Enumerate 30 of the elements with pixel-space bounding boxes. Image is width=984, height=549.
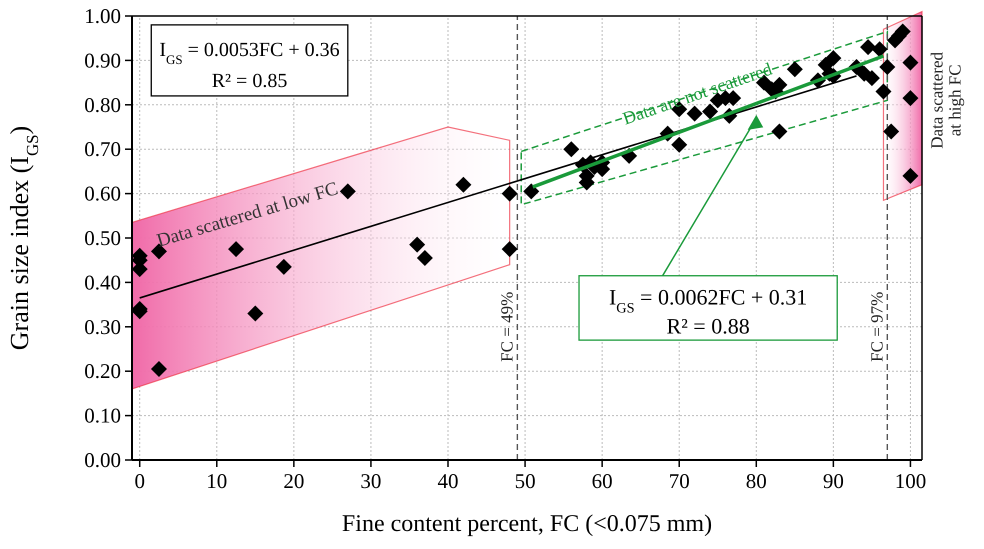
x-tick-label: 100 bbox=[894, 469, 926, 493]
y-tick-label: 1.00 bbox=[84, 4, 121, 28]
y-tick-label: 0.60 bbox=[84, 182, 121, 206]
annotation: Data scattered at low FC bbox=[154, 178, 341, 252]
text: Data scattered bbox=[927, 51, 946, 149]
x-tick-label: 70 bbox=[668, 469, 690, 493]
y-tick-label: 0.30 bbox=[84, 314, 121, 339]
x-axis-title: Fine content percent, FC (<0.075 mm) bbox=[342, 511, 712, 537]
x-tick-label: 20 bbox=[283, 469, 304, 493]
y-tick-label: 0.00 bbox=[84, 448, 121, 472]
ref-line-label: FC = 49% bbox=[497, 292, 516, 362]
y-tick-label: 0.10 bbox=[84, 404, 121, 428]
x-tick-label: 10 bbox=[206, 469, 228, 493]
x-tick-label: 90 bbox=[822, 469, 844, 493]
y-tick-label: 0.90 bbox=[84, 48, 121, 72]
y-tick-label: 0.50 bbox=[84, 226, 121, 250]
y-tick-label: 0.70 bbox=[84, 137, 121, 162]
x-tick-label: 50 bbox=[514, 469, 536, 493]
text: at high FC bbox=[945, 64, 964, 136]
annotation: I$_{GS}$ = 0.0053FC + 0.36 bbox=[159, 38, 340, 66]
x-tick-label: 80 bbox=[746, 469, 767, 493]
y-tick-label: 0.20 bbox=[84, 359, 121, 384]
x-tick-label: 40 bbox=[438, 469, 458, 493]
y-tick-label: 0.80 bbox=[84, 92, 121, 117]
ref-line-label: FC = 97% bbox=[867, 292, 886, 362]
y-tick-label: 0.40 bbox=[84, 270, 121, 294]
x-tick-label: 60 bbox=[592, 469, 613, 493]
x-tick-label: 0 bbox=[134, 469, 145, 493]
x-tick-label: 30 bbox=[360, 469, 382, 493]
annotation: R² = 0.85 bbox=[212, 70, 288, 92]
